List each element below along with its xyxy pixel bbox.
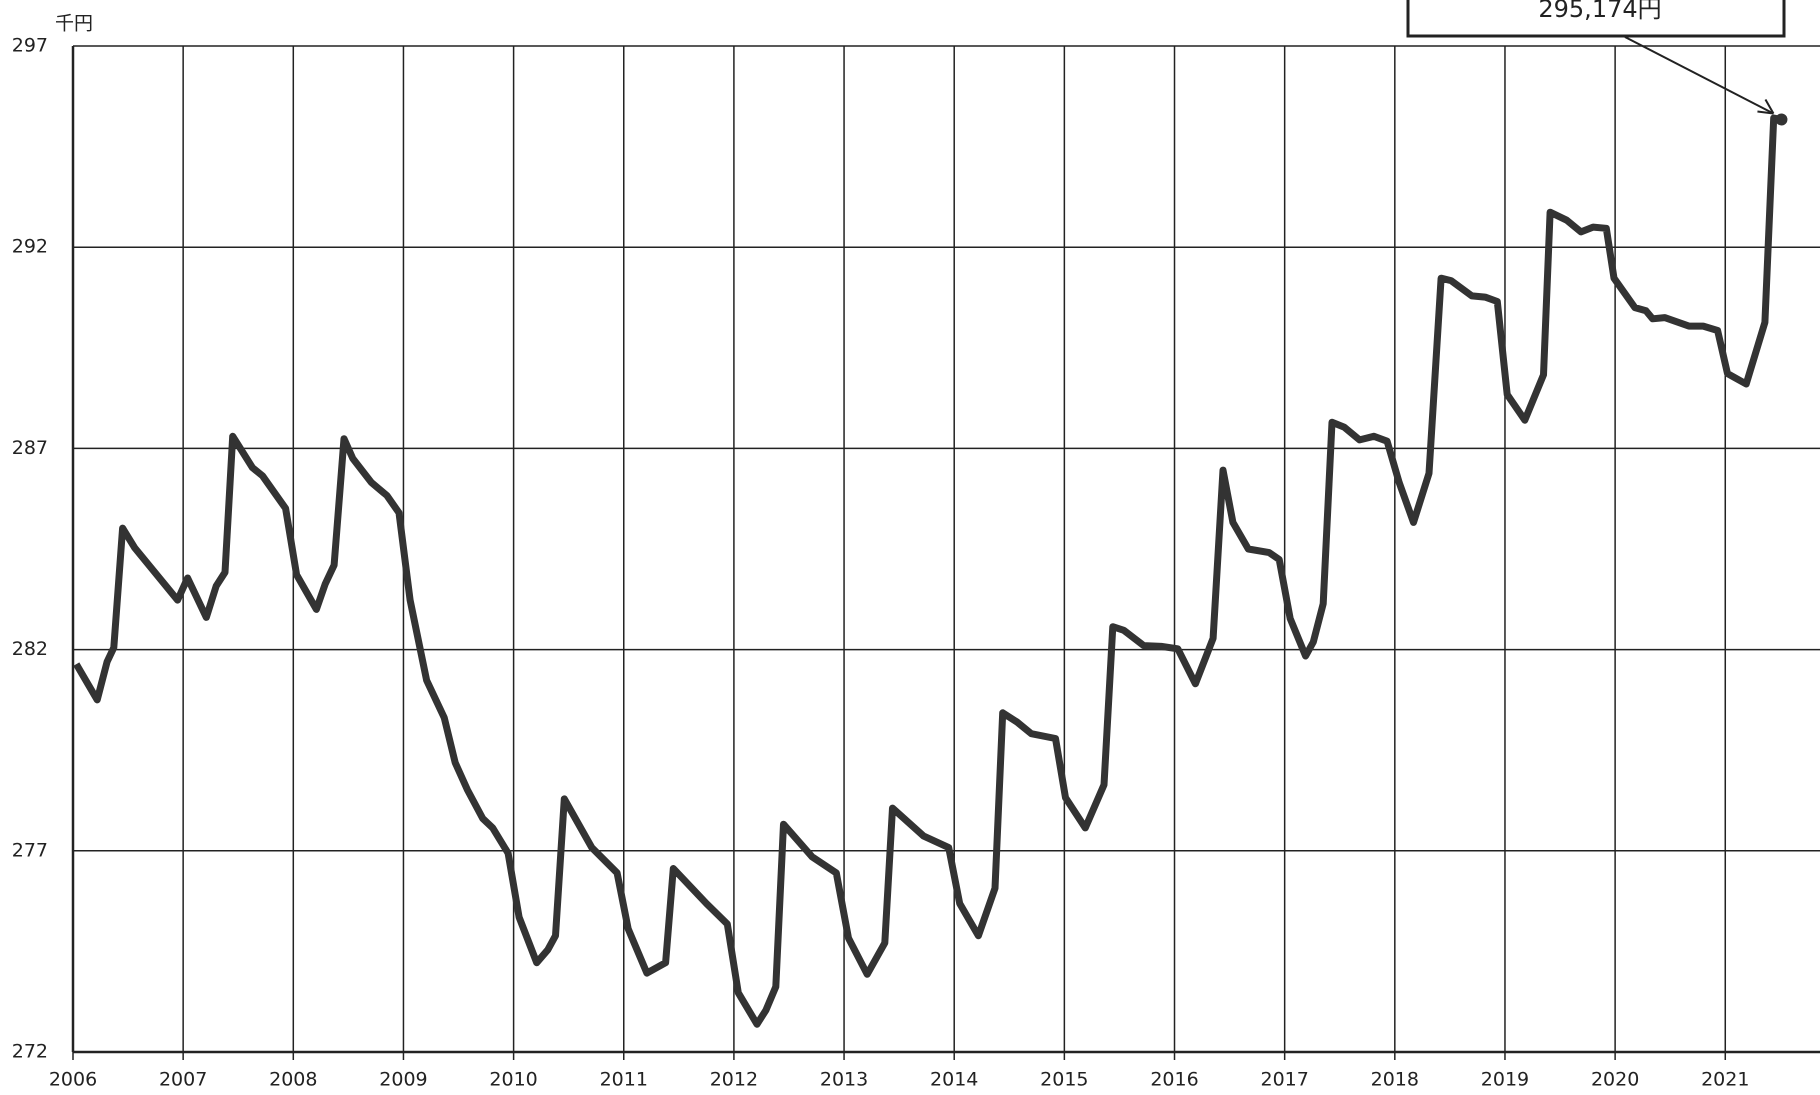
y-tick-label: 282	[12, 638, 48, 660]
annotation-box	[1406, 0, 1786, 38]
annotation: 295,174円	[1538, 0, 1661, 23]
x-tick-label: 2015	[1040, 1069, 1088, 1091]
end-marker	[1775, 113, 1788, 126]
x-tick-label: 2012	[710, 1069, 758, 1091]
x-tick-label: 2008	[269, 1069, 317, 1091]
x-tick-label: 2011	[600, 1069, 648, 1091]
series-line	[73, 114, 1783, 1028]
x-tick-label: 2019	[1481, 1069, 1529, 1091]
x-tick-label: 2006	[49, 1069, 97, 1091]
y-unit-label: 千円	[55, 13, 93, 35]
x-tick-label: 2016	[1150, 1069, 1198, 1091]
y-tick-label: 297	[12, 35, 48, 57]
x-tick-label: 2009	[379, 1069, 427, 1091]
x-tick-label: 2020	[1591, 1069, 1639, 1091]
x-tick-label: 2017	[1260, 1069, 1308, 1091]
x-tick-label: 2014	[930, 1069, 978, 1091]
x-tick-label: 2018	[1371, 1069, 1419, 1091]
x-tick-label: 2021	[1701, 1069, 1749, 1091]
x-tick-label: 2013	[820, 1069, 868, 1091]
y-tick-label: 292	[12, 236, 48, 258]
annotation-arrowhead	[1757, 98, 1775, 115]
annotation-arrow	[1624, 36, 1774, 115]
x-tick-label: 2010	[489, 1069, 537, 1091]
y-tick-label: 287	[12, 437, 48, 459]
x-tick-label: 2007	[159, 1069, 207, 1091]
y-tick-label: 277	[12, 839, 48, 861]
y-tick-label: 272	[12, 1041, 48, 1063]
